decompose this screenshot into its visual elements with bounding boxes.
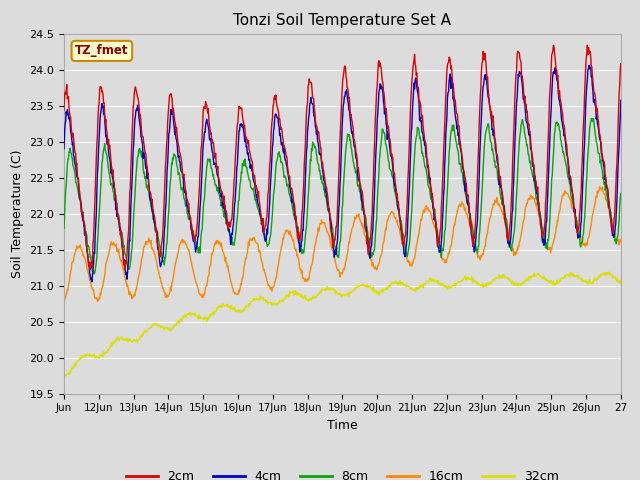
Y-axis label: Soil Temperature (C): Soil Temperature (C)	[11, 149, 24, 278]
Legend: 2cm, 4cm, 8cm, 16cm, 32cm: 2cm, 4cm, 8cm, 16cm, 32cm	[122, 465, 563, 480]
Text: TZ_fmet: TZ_fmet	[75, 44, 129, 58]
X-axis label: Time: Time	[327, 419, 358, 432]
Title: Tonzi Soil Temperature Set A: Tonzi Soil Temperature Set A	[234, 13, 451, 28]
